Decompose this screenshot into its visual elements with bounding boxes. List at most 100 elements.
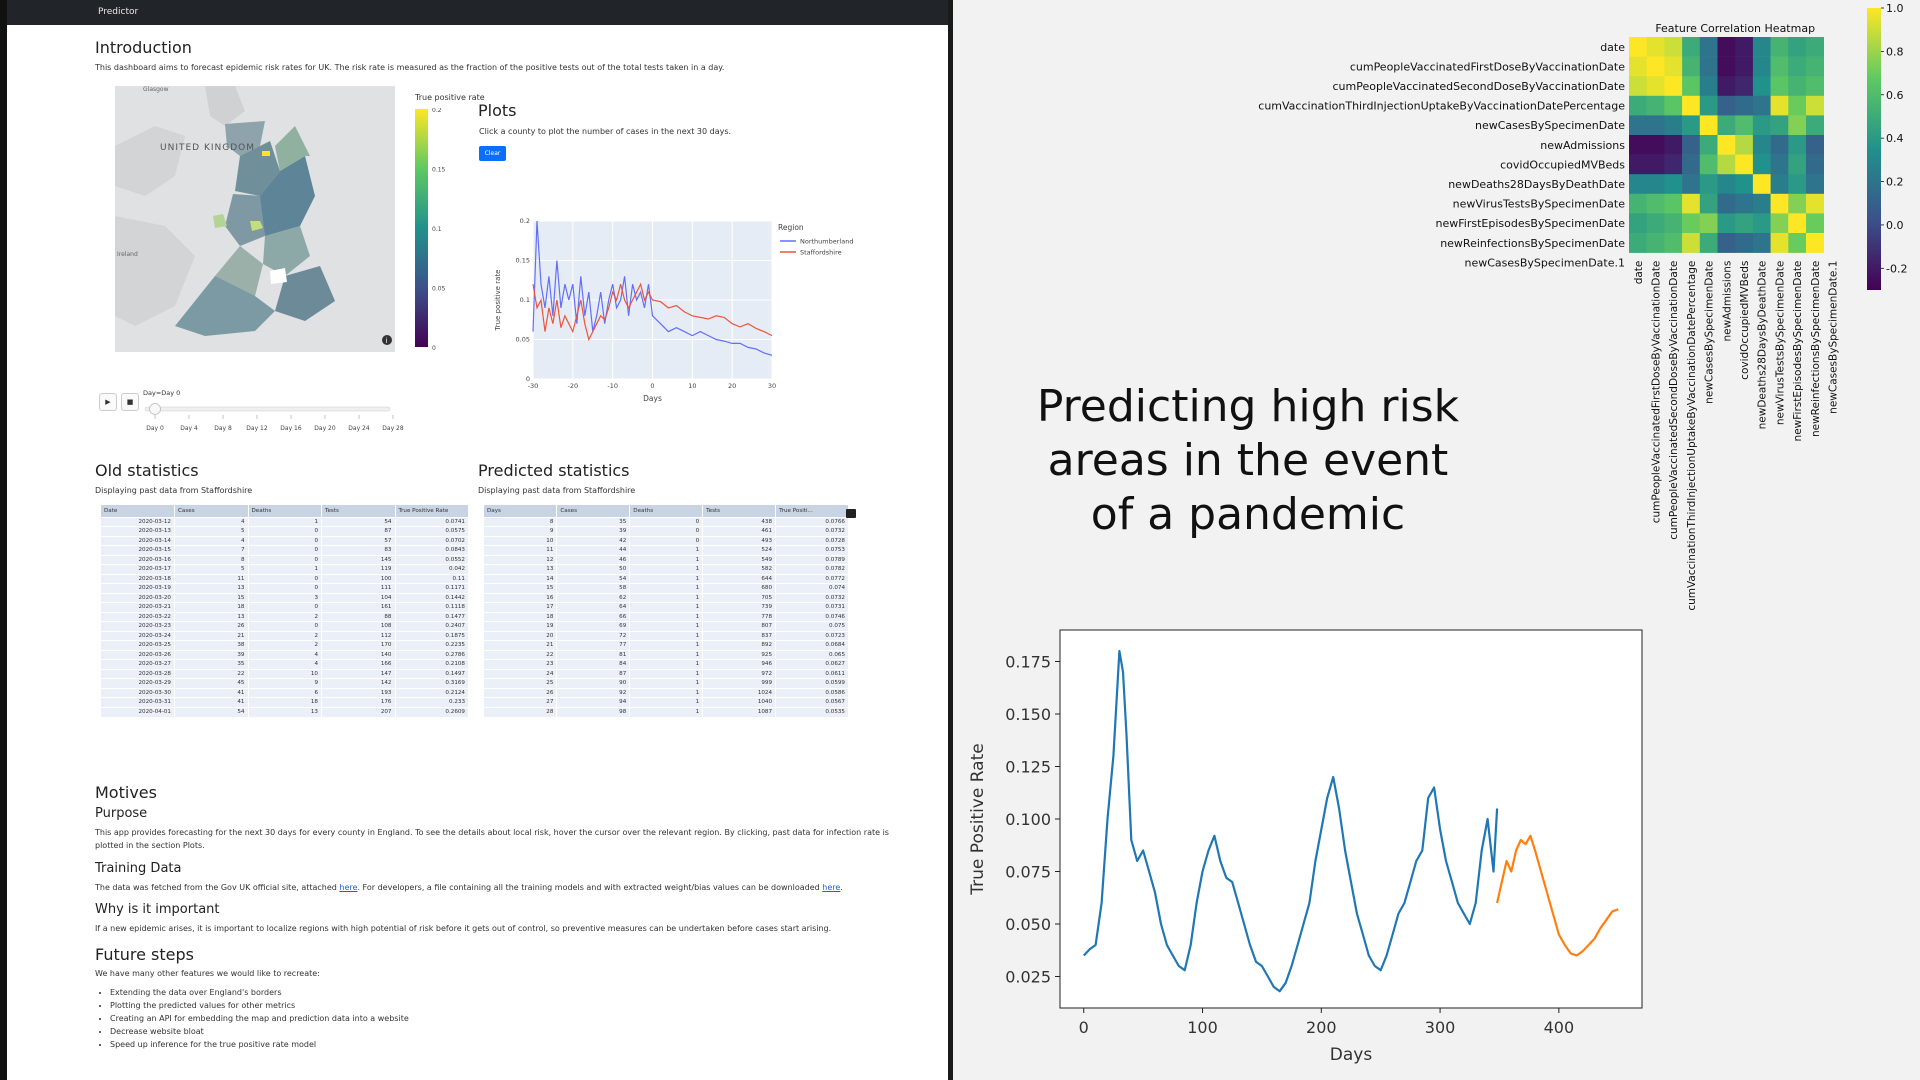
list-item: Decrease website bloat	[110, 1027, 409, 1040]
column-header[interactable]: Tests	[321, 505, 396, 517]
poster-panel: Feature Correlation Heatmap date date cumPe…	[953, 0, 1920, 1080]
table-cell: 1	[629, 649, 704, 660]
choropleth-map[interactable]: UNITED KINGDOM Glasgow Ireland i	[115, 86, 395, 352]
heatmap-cell	[1770, 135, 1789, 155]
slider-handle[interactable]	[149, 403, 161, 415]
column-header[interactable]: Tests	[702, 505, 777, 517]
table-row: 2020-03-14 4 0 57 0.0702	[101, 535, 469, 546]
heatmap-cell	[1752, 115, 1771, 136]
column-header[interactable]: Days	[484, 505, 558, 517]
column-header[interactable]: Cases	[556, 505, 631, 517]
series-line-staffordshire[interactable]	[532, 282, 773, 342]
x-tick-label: 30	[768, 382, 776, 390]
motives-title: Motives	[95, 783, 157, 802]
plot-area	[1059, 629, 1643, 1009]
table-cell: 0.0731	[775, 602, 849, 612]
table-cell: 1	[629, 697, 704, 707]
table-row: 2020-03-23 26 0 108 0.2407	[101, 621, 469, 631]
slider-tick-label: Day 20	[314, 425, 336, 432]
table-cell: 0.065	[775, 649, 849, 660]
column-header[interactable]: Cases	[174, 505, 249, 517]
heatmap-cell	[1699, 37, 1718, 57]
table-cell: 21	[484, 640, 558, 650]
heatmap-cell	[1752, 213, 1771, 234]
table-cell: 0	[248, 554, 322, 565]
table-row: 9 39 0 461 0.0732	[484, 526, 849, 536]
list-item: Plotting the predicted values for other …	[110, 1001, 409, 1014]
table-row: 25 90 1 999 0.0599	[484, 678, 849, 688]
table-export-icon[interactable]	[846, 509, 856, 518]
heatmap-cell	[1788, 56, 1807, 77]
day-slider[interactable]: Day 0 Day 4 Day 8 Day 12 Day 16 Day 20 Day 24 D…	[137, 400, 407, 436]
table-cell: 14	[484, 573, 558, 584]
heatmap-cell	[1699, 95, 1718, 116]
brand-link[interactable]: Predictor	[98, 7, 139, 17]
models-download-link[interactable]: here	[822, 883, 841, 892]
column-header[interactable]: True Positi...	[775, 505, 849, 517]
y-tick-label: 0.05	[516, 336, 530, 344]
series-line-forecast	[1496, 834, 1619, 957]
table-cell: 524	[702, 545, 777, 555]
heatmap-cell	[1682, 76, 1701, 97]
heatmap-cell	[1717, 233, 1736, 253]
table-cell: 39	[556, 526, 631, 536]
column-header[interactable]: Date	[101, 505, 175, 517]
column-header[interactable]: True Positive Rate	[395, 505, 469, 517]
heatmap-cell	[1699, 193, 1718, 214]
heatmap-cell	[1752, 233, 1771, 253]
table-cell: 161	[321, 602, 396, 612]
column-header[interactable]: Deaths	[248, 505, 322, 517]
colorbar-tick-label: 0.05	[432, 286, 446, 293]
table-cell: 111	[321, 583, 396, 593]
data-source-link[interactable]: here	[339, 883, 358, 892]
table-cell: 46	[556, 554, 631, 565]
heatmap-cell	[1806, 213, 1824, 234]
heatmap-cell	[1699, 174, 1718, 195]
series-line-northumberland[interactable]	[532, 220, 773, 356]
table-cell: 12	[484, 554, 558, 565]
heatmap-cell	[1699, 213, 1718, 234]
column-header[interactable]: Deaths	[629, 505, 704, 517]
table-row: 2020-03-21 18 0 161 0.1118	[101, 602, 469, 612]
table-cell: 1024	[702, 687, 777, 698]
table-cell: 22	[484, 649, 558, 660]
table-cell: 2020-03-28	[101, 668, 175, 679]
training-text: The data was fetched from the Gov UK off…	[95, 883, 843, 892]
clear-button[interactable]: Clear	[479, 146, 506, 161]
heatmap-col-label: newCasesBySpecimenDate.1	[1828, 261, 1840, 414]
slider-tick-label: Day 16	[280, 425, 302, 432]
training-text-a: The data was fetched from the Gov UK off…	[95, 883, 340, 892]
legend-item[interactable]: Northumberland	[800, 238, 853, 246]
heatmap-col-label: cumPeopleVaccinatedFirstDoseByVaccinatio…	[1651, 261, 1663, 524]
heatmap-cell	[1788, 115, 1807, 136]
table-cell: 0.0575	[395, 526, 469, 536]
list-item: Speed up inference for the true positive…	[110, 1040, 409, 1053]
stop-button[interactable]: ■	[121, 393, 139, 411]
table-cell: 170	[321, 640, 396, 650]
table-cell: 0.3169	[395, 678, 469, 688]
table-cell: 54	[321, 516, 396, 527]
table-row: 20 72 1 837 0.0723	[484, 630, 849, 641]
colorbar-tick-label: 0.0	[1886, 219, 1904, 232]
y-tick-label: 0.15	[516, 257, 530, 265]
y-tick-label: 0.100	[1005, 810, 1051, 829]
why-text: If a new epidemic arises, it is importan…	[95, 924, 832, 933]
table-cell: 2020-03-17	[101, 564, 175, 574]
info-icon[interactable]: i	[382, 335, 392, 345]
table-cell: 0	[629, 535, 704, 546]
table-cell: 58	[556, 583, 631, 593]
play-button[interactable]: ▶	[99, 393, 117, 411]
region-line-chart[interactable]: -30 -20 -10 0 10 20 30 0 0.05 0.1 0.15 0.2 Days True …	[485, 208, 875, 408]
heatmap-cell	[1752, 56, 1771, 77]
legend-item[interactable]: Staffordshire	[800, 249, 842, 257]
table-row: 2020-03-19 13 0 111 0.1171	[101, 583, 469, 593]
y-tick-label: 0.1	[520, 296, 530, 304]
plots-title: Plots	[478, 101, 517, 120]
list-item: Extending the data over England's border…	[110, 988, 409, 1001]
table-cell: 10	[484, 535, 558, 546]
table-cell: 54	[174, 706, 249, 717]
heatmap-cell	[1699, 115, 1718, 136]
table-row: 17 64 1 739 0.0731	[484, 602, 849, 612]
x-tick-label: -10	[607, 382, 618, 390]
heatmap-col-label: newFirstEpisodesBySpecimenDate	[1792, 261, 1804, 442]
